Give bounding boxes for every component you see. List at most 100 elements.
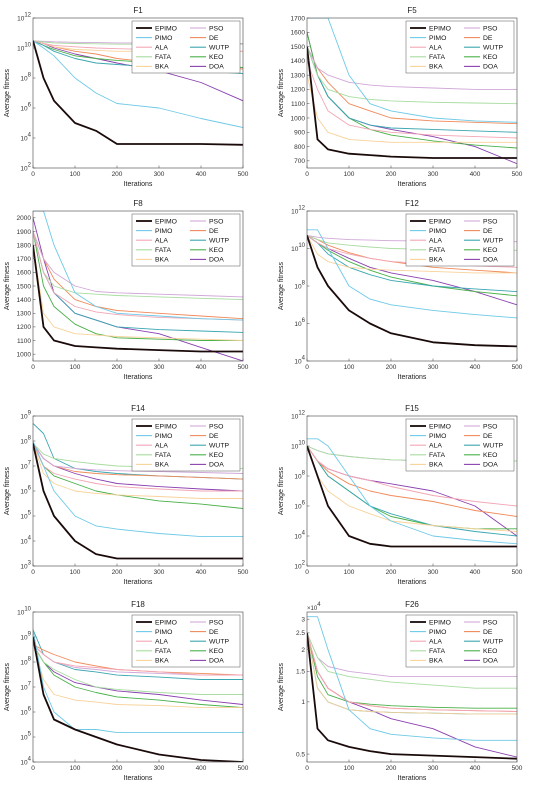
- x-tick-label: 200: [386, 171, 397, 178]
- x-tick-label: 200: [386, 569, 397, 576]
- x-tick-label: 100: [70, 171, 81, 178]
- series-line-pso: [33, 231, 243, 298]
- series-line-wutp: [307, 46, 517, 133]
- legend-label-ala: ALA: [155, 639, 168, 646]
- y-axis-label: Average fitness: [278, 466, 285, 515]
- plot-frame: [32, 17, 244, 169]
- y-tick-label: 106: [20, 485, 31, 495]
- legend-label-pso: PSO: [483, 423, 497, 430]
- legend-label-fata: FATA: [429, 247, 445, 254]
- legend-label-bka: BKA: [429, 462, 443, 469]
- y-tick-label: 108: [20, 72, 31, 82]
- panel-f18: F18 0 100 200 300 400 500 104 105 106 107 108 109 101…: [4, 600, 249, 782]
- legend-label-fata: FATA: [155, 452, 171, 459]
- x-tick-label: 200: [112, 765, 123, 772]
- legend-label-de: DE: [483, 228, 493, 235]
- y-tick-label: 106: [294, 500, 305, 510]
- series-line-wutp: [307, 235, 517, 293]
- series-line-de: [33, 644, 243, 676]
- x-tick-label: 0: [31, 569, 35, 576]
- legend-label-fata: FATA: [429, 54, 445, 61]
- legend-label-doa: DOA: [209, 658, 224, 665]
- x-tick-label: 500: [238, 765, 249, 772]
- x-tick-label: 200: [386, 364, 397, 371]
- y-tick-label: 1200: [291, 87, 306, 94]
- legend-label-bka: BKA: [429, 64, 443, 71]
- x-tick-label: 500: [238, 569, 249, 576]
- y-tick-label: 1700: [291, 15, 306, 22]
- y-tick-label: 1100: [291, 101, 305, 108]
- y-tick-label: 104: [20, 756, 31, 766]
- series-line-epimo: [33, 244, 243, 353]
- x-axis-label: Iterations: [124, 579, 153, 586]
- y-tick-label: 1600: [17, 270, 32, 277]
- legend-label-wutp: WUTP: [483, 238, 503, 245]
- y-tick-label: 1010: [17, 42, 32, 52]
- series-line-bka: [33, 443, 243, 499]
- series-line-fata: [33, 231, 243, 301]
- x-tick-label: 0: [31, 171, 35, 178]
- plot-frame: [306, 17, 518, 169]
- series-line-pso: [33, 443, 243, 474]
- y-tick-label: 103: [20, 560, 31, 570]
- y-tick-label: 106: [20, 102, 31, 112]
- legend-label-doa: DOA: [209, 462, 224, 469]
- y-tick-label: 104: [294, 530, 305, 540]
- x-tick-label: 500: [512, 171, 523, 178]
- series-line-pimo: [33, 440, 243, 538]
- series-line-keo: [33, 443, 243, 509]
- y-tick-label: 1010: [291, 440, 306, 450]
- series-line-de: [307, 46, 517, 125]
- legend-label-doa: DOA: [483, 658, 498, 665]
- y-tick-label: 1500: [291, 44, 306, 51]
- x-tick-label: 400: [470, 364, 481, 371]
- y-tick-label: 1: [301, 699, 305, 706]
- legend-label-ala: ALA: [155, 443, 168, 450]
- x-tick-label: 300: [428, 569, 439, 576]
- x-tick-label: 400: [196, 364, 207, 371]
- x-axis-label: Iterations: [124, 181, 153, 188]
- y-tick-label: 1700: [17, 256, 32, 263]
- series-line-pimo: [307, 229, 517, 319]
- legend-label-pimo: PIMO: [429, 629, 446, 636]
- plot-frame: [306, 611, 518, 763]
- x-axis-label: Iterations: [124, 374, 153, 381]
- legend-label-keo: KEO: [209, 54, 223, 61]
- x-tick-label: 500: [512, 765, 523, 772]
- panel-f5: F5 0 100 200 300 400 500 700 800 900 1000 1100 1200 1…: [278, 6, 523, 188]
- legend-label-epimo: EPIMO: [155, 619, 177, 626]
- x-tick-label: 200: [112, 569, 123, 576]
- legend-label-doa: DOA: [209, 64, 224, 71]
- legend-label-wutp: WUTP: [483, 443, 503, 450]
- legend-label-epimo: EPIMO: [429, 423, 451, 430]
- x-tick-label: 300: [428, 171, 439, 178]
- y-tick-label: 1010: [17, 606, 32, 616]
- legend-label-pso: PSO: [483, 218, 497, 225]
- legend-label-bka: BKA: [155, 658, 169, 665]
- x-tick-label: 400: [196, 171, 207, 178]
- x-tick-label: 500: [238, 171, 249, 178]
- legend-label-epimo: EPIMO: [155, 25, 177, 32]
- legend-label-keo: KEO: [483, 54, 497, 61]
- panel-f26: F26 0 100 200 300 400 500 0.5 1 1.5 2 2.5 3×104 Itera…: [278, 600, 523, 782]
- legend-label-doa: DOA: [483, 257, 498, 264]
- legend: EPIMO PIMO ALA FATA BKA PSO DE WUTP KEO DOA: [131, 418, 241, 472]
- legend-label-pimo: PIMO: [429, 35, 446, 42]
- series-line-pimo: [307, 18, 517, 123]
- y-tick-label: 1400: [17, 297, 32, 304]
- legend-label-fata: FATA: [429, 452, 445, 459]
- legend-label-pimo: PIMO: [155, 629, 172, 636]
- series-line-epimo: [307, 235, 517, 348]
- series-line-bka: [307, 632, 517, 715]
- y-axis-label: Average fitness: [4, 466, 11, 515]
- y-tick-label: 1300: [17, 311, 32, 318]
- y-axis-label: Average fitness: [278, 662, 285, 711]
- x-axis-label: Iterations: [124, 775, 153, 782]
- series-line-fata: [33, 644, 243, 695]
- panel-title: F1: [133, 6, 143, 15]
- x-axis-label: Iterations: [398, 181, 427, 188]
- y-tick-label: 108: [294, 280, 305, 290]
- series-line-fata: [307, 632, 517, 689]
- y-tick-label: 1200: [17, 324, 32, 331]
